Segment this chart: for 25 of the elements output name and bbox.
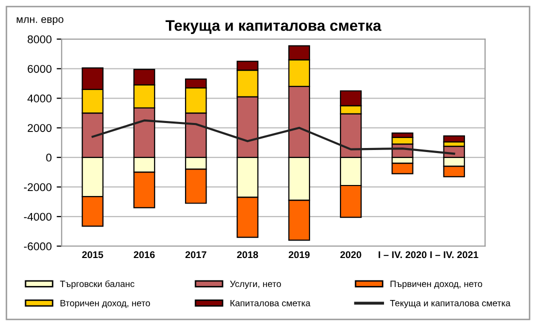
x-tick-label: 2015 <box>82 251 104 258</box>
y-tick-label: -4000 <box>24 212 52 221</box>
legend-label: Вторичен доход, нето <box>60 300 150 308</box>
legend-label: Първичен доход, нето <box>390 280 482 289</box>
x-tick-label: 2019 <box>288 251 310 258</box>
y-tick-label: 2000 <box>28 124 52 132</box>
line-series <box>92 119 456 155</box>
legend-label: Текуща и капиталова сметка <box>390 300 510 308</box>
x-tick-label: I – IV. 2021 <box>430 251 478 258</box>
legend-label: Търговски баланс <box>60 280 134 289</box>
y-tick-label: -6000 <box>24 242 52 250</box>
y-tick-label: 8000 <box>28 35 52 44</box>
x-tick-label: 2017 <box>185 251 206 258</box>
x-tick-label: 2020 <box>340 251 362 258</box>
y-axis-title: млн. евро <box>16 17 64 25</box>
y-tick-label: 0 <box>46 154 52 162</box>
legend-label: Капиталова сметка <box>230 300 310 306</box>
chart-title: Текуща и капиталова сметка <box>166 20 382 34</box>
x-tick-label: I – IV. 2020 <box>378 251 426 258</box>
x-tick-label: 2016 <box>134 251 155 258</box>
y-tick-label: 6000 <box>28 64 52 73</box>
legend-label: Услуги, нето <box>230 280 281 289</box>
y-tick-label: -2000 <box>24 183 52 192</box>
y-tick-label: 4000 <box>27 94 52 102</box>
x-tick-label: 2018 <box>237 251 258 258</box>
